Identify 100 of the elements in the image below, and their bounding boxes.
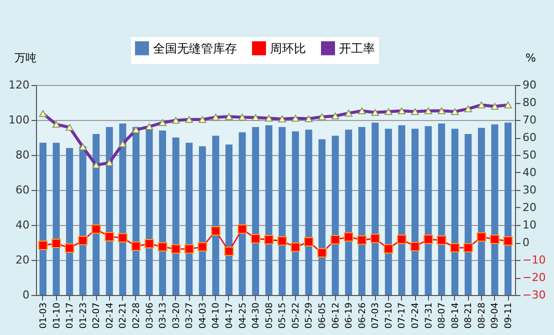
y2-tick-label: 80 — [522, 96, 536, 109]
point — [118, 233, 128, 242]
point — [104, 232, 114, 242]
x-tick-label: 02-21 — [118, 302, 129, 329]
x-tick-label: 04-17 — [224, 302, 235, 329]
bar — [384, 128, 392, 295]
bar — [39, 142, 46, 295]
bar — [52, 142, 60, 295]
point — [290, 242, 300, 252]
bar — [198, 146, 206, 295]
y2-tick-label: −30 — [522, 288, 546, 302]
x-tick-label: 04-03 — [198, 302, 208, 329]
bar — [252, 127, 260, 295]
bar — [412, 128, 419, 295]
point — [397, 234, 406, 244]
bar — [146, 128, 153, 295]
y-tick-label: 0 — [22, 288, 30, 302]
point — [250, 234, 260, 244]
bar — [464, 134, 472, 295]
x-tick-label: 01-23 — [78, 302, 89, 329]
x-tick-label: 03-20 — [172, 302, 182, 329]
x-tick-label: 04-10 — [212, 302, 222, 329]
x-tick-label: 03-27 — [185, 302, 196, 329]
point — [264, 235, 274, 244]
bar — [66, 148, 74, 295]
x-tick-label: 04-25 — [238, 302, 248, 329]
y2-tick-label: −20 — [522, 271, 546, 284]
point — [330, 235, 340, 244]
point — [344, 232, 354, 242]
bar — [332, 136, 339, 295]
point — [463, 243, 473, 252]
x-tick-label: 04-30 — [252, 302, 262, 329]
bar — [305, 130, 312, 295]
x-tick-label: 07-24 — [411, 302, 422, 329]
legend-label: 开工率 — [339, 41, 375, 56]
x-tick-label: 05-29 — [304, 302, 315, 329]
bar — [424, 126, 432, 295]
point — [503, 236, 513, 246]
point — [436, 236, 446, 245]
point — [38, 240, 48, 250]
y2-tick-label: 10 — [522, 218, 536, 232]
point — [64, 243, 74, 253]
point — [277, 236, 287, 246]
point — [144, 239, 154, 248]
bar — [398, 125, 406, 295]
bar — [438, 124, 446, 295]
y-tick-label: 20 — [16, 254, 30, 266]
bar — [451, 128, 458, 295]
bar — [265, 125, 272, 295]
y-tick-label: 80 — [16, 148, 30, 162]
x-tick-label: 03-13 — [158, 302, 169, 329]
bar — [478, 128, 485, 295]
bar — [172, 138, 180, 295]
point — [224, 246, 234, 256]
y2-tick-label: 90 — [522, 78, 536, 92]
x-tick-label: 07-03 — [371, 302, 382, 329]
point — [131, 241, 141, 251]
legend-label: 全国无缝管库存 — [153, 41, 237, 56]
bar — [278, 127, 286, 295]
x-tick-label: 02-07 — [92, 302, 102, 329]
point — [424, 234, 433, 244]
point — [317, 248, 327, 258]
x-tick-label: 08-21 — [464, 302, 474, 329]
point — [171, 244, 181, 254]
y2-tick-label: 20 — [522, 201, 536, 214]
y2-tick-label: 50 — [522, 148, 536, 162]
x-tick-label: 05-08 — [264, 302, 275, 329]
point — [476, 232, 486, 242]
bar — [504, 122, 512, 295]
bar — [186, 142, 193, 295]
bar — [212, 136, 220, 295]
x-tick-label: 09-11 — [504, 302, 514, 329]
y2-tick-label: −10 — [522, 254, 546, 266]
bar — [225, 144, 232, 295]
y-tick-label: 60 — [16, 184, 30, 196]
point — [384, 244, 394, 254]
y2-axis-title: % — [526, 52, 536, 64]
x-tick-label: 06-05 — [318, 302, 328, 329]
point — [304, 237, 314, 246]
point — [238, 224, 247, 234]
x-tick-label: 06-12 — [331, 302, 342, 329]
y-axis-title: 万吨 — [14, 52, 36, 64]
y-tick-label: 40 — [16, 218, 30, 232]
point — [91, 224, 101, 234]
x-tick-label: 01-03 — [38, 302, 49, 329]
point — [410, 242, 420, 252]
x-tick-label: 02-28 — [132, 302, 142, 329]
y-tick-label: 100 — [8, 114, 30, 126]
y-tick-label: 120 — [8, 78, 30, 92]
bar — [358, 127, 366, 295]
bar — [491, 124, 498, 295]
x-tick-label: 02-14 — [105, 302, 116, 329]
x-tick-label: 05-22 — [291, 302, 302, 329]
bar — [238, 132, 246, 295]
legend-label: 周环比 — [270, 41, 306, 56]
point — [158, 242, 168, 252]
bar — [372, 122, 379, 295]
x-tick-label: 07-10 — [384, 302, 394, 329]
y2-tick-label: 0 — [522, 236, 530, 249]
x-tick-label: 07-17 — [398, 302, 408, 329]
